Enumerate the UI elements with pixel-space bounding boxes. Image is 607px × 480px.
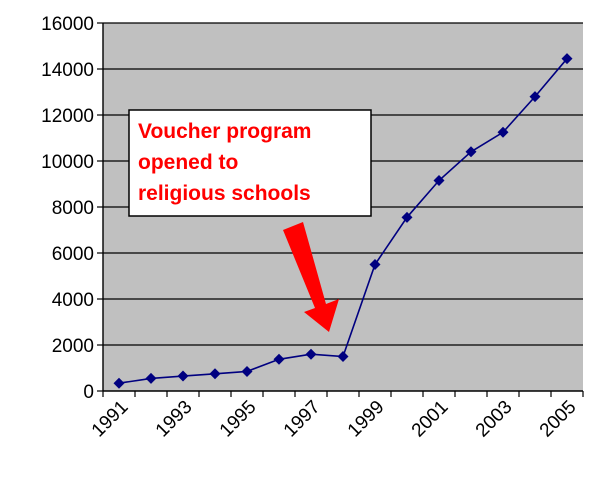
data-point bbox=[337, 351, 349, 362]
y-tick-label: 0 bbox=[83, 382, 94, 403]
data-point bbox=[145, 372, 157, 384]
data-point bbox=[401, 211, 413, 223]
y-tick-label: 4000 bbox=[52, 290, 94, 311]
data-point bbox=[497, 126, 509, 138]
x-tick-label: 1997 bbox=[280, 397, 325, 442]
y-tick-label: 16000 bbox=[41, 14, 94, 35]
y-tick-label: 6000 bbox=[52, 244, 94, 265]
x-tick-label: 1993 bbox=[152, 397, 197, 442]
data-point bbox=[273, 353, 285, 365]
annotation-line-2: opened to bbox=[138, 151, 238, 174]
data-point bbox=[529, 91, 541, 103]
y-tick-label: 2000 bbox=[52, 336, 94, 357]
x-tick-label: 2001 bbox=[408, 397, 453, 442]
data-point bbox=[433, 175, 445, 187]
x-tick-label: 2005 bbox=[536, 397, 581, 442]
annotation: Voucher program opened to religious scho… bbox=[128, 109, 372, 332]
annotation-box bbox=[128, 109, 372, 217]
y-axis-ticks: 0 2000 4000 6000 8000 10000 12000 14000 16000 bbox=[41, 14, 103, 403]
data-point bbox=[177, 370, 189, 382]
y-tick-label: 8000 bbox=[52, 198, 94, 219]
y-tick-label: 12000 bbox=[41, 106, 94, 127]
annotation-line-1: Voucher program bbox=[138, 120, 311, 143]
data-markers bbox=[113, 53, 573, 389]
data-point bbox=[305, 348, 317, 360]
annotation-arrow bbox=[283, 222, 339, 332]
x-tick-label: 1991 bbox=[88, 397, 133, 442]
x-tick-label: 1999 bbox=[344, 397, 389, 442]
annotation-line-3: religious schools bbox=[138, 182, 311, 205]
data-point bbox=[561, 53, 573, 65]
y-tick-label: 14000 bbox=[41, 60, 94, 81]
data-point bbox=[369, 259, 381, 270]
data-point bbox=[209, 368, 221, 380]
data-point bbox=[113, 377, 125, 389]
y-tick-label: 10000 bbox=[41, 152, 94, 173]
data-point bbox=[241, 365, 253, 377]
x-tick-label: 2003 bbox=[472, 397, 517, 442]
x-tick-label: 1995 bbox=[216, 397, 261, 442]
x-axis-ticks: 1991 1993 1995 1997 1999 2001 2003 2005 bbox=[88, 391, 584, 442]
data-point bbox=[465, 146, 477, 158]
